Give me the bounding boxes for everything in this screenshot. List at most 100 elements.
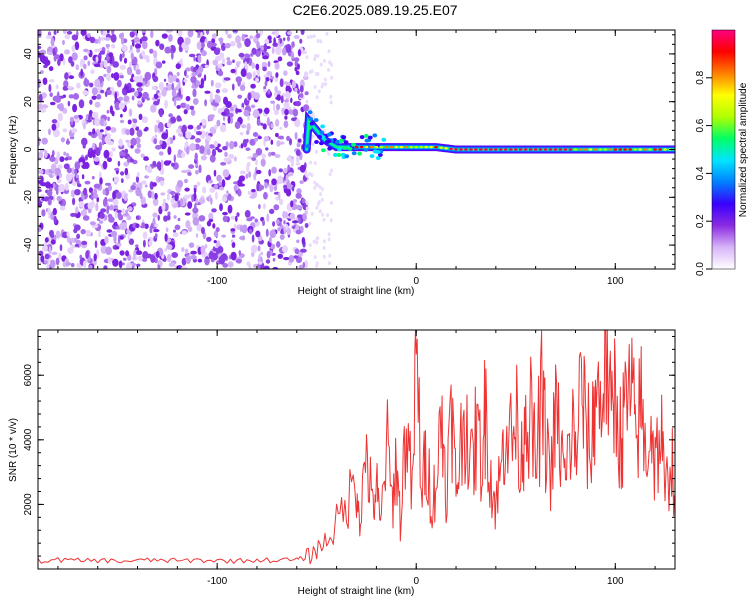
noise-speckle	[253, 92, 261, 100]
noise-speckle	[238, 52, 245, 58]
noise-speckle	[276, 103, 280, 111]
noise-speckle	[227, 115, 231, 124]
noise-speckle	[82, 215, 90, 221]
noise-speckle	[200, 155, 207, 161]
noise-speckle	[250, 244, 258, 253]
noise-speckle	[229, 140, 235, 150]
noise-speckle	[88, 131, 92, 136]
noise-speckle	[196, 124, 201, 130]
noise-speckle	[105, 91, 108, 98]
noise-speckle	[310, 211, 314, 216]
noise-speckle	[312, 239, 316, 244]
noise-speckle	[193, 184, 198, 189]
noise-speckle	[283, 37, 286, 41]
noise-speckle	[153, 138, 158, 145]
noise-speckle	[272, 103, 276, 112]
noise-speckle	[275, 72, 279, 78]
noise-speckle	[258, 203, 261, 210]
noise-speckle	[215, 227, 220, 233]
noise-speckle	[284, 108, 289, 116]
noise-speckle	[235, 35, 241, 44]
noise-speckle	[123, 85, 130, 90]
noise-speckle	[283, 256, 290, 261]
noise-speckle	[221, 196, 228, 202]
noise-speckle	[74, 243, 80, 248]
noise-speckle	[196, 224, 203, 232]
noise-speckle	[308, 221, 312, 226]
noise-speckle	[124, 148, 129, 154]
snr-x-label: Height of straight line (km)	[298, 586, 415, 597]
noise-speckle	[265, 228, 269, 237]
noise-speckle	[279, 38, 283, 44]
noise-speckle	[159, 180, 165, 186]
noise-speckle	[72, 197, 76, 206]
noise-speckle	[85, 154, 88, 161]
noise-speckle	[181, 247, 185, 252]
noise-speckle	[251, 234, 255, 243]
noise-speckle	[266, 117, 270, 126]
noise-speckle	[46, 262, 50, 269]
ridge-core	[563, 148, 568, 151]
noise-speckle	[58, 103, 64, 112]
noise-speckle	[276, 94, 281, 101]
noise-speckle	[71, 128, 78, 134]
noise-speckle	[47, 198, 52, 206]
noise-speckle	[59, 53, 64, 62]
noise-speckle	[166, 30, 173, 33]
noise-speckle	[191, 85, 196, 89]
noise-speckle	[277, 56, 283, 62]
ridge-blob	[313, 118, 319, 123]
noise-speckle	[278, 168, 283, 173]
noise-speckle	[241, 235, 246, 241]
noise-speckle	[269, 184, 274, 193]
ridge-blob	[305, 144, 311, 149]
noise-speckle	[249, 216, 255, 220]
noise-speckle	[127, 119, 132, 125]
noise-speckle	[275, 132, 279, 138]
noise-speckle	[77, 183, 82, 188]
noise-speckle	[80, 210, 85, 216]
noise-speckle	[296, 214, 304, 219]
noise-speckle	[55, 84, 59, 90]
noise-speckle	[211, 148, 217, 157]
ridge-core	[583, 148, 588, 151]
noise-speckle	[64, 182, 69, 191]
noise-speckle	[138, 86, 142, 93]
noise-speckle	[160, 192, 166, 196]
noise-speckle	[192, 217, 200, 226]
noise-speckle	[83, 78, 90, 87]
noise-speckle	[70, 212, 77, 217]
noise-speckle	[305, 173, 309, 178]
noise-speckle	[215, 82, 222, 89]
ridge-blob	[307, 110, 313, 115]
noise-speckle	[233, 104, 238, 108]
noise-speckle	[305, 201, 309, 206]
noise-speckle	[255, 77, 259, 83]
noise-speckle	[247, 190, 253, 196]
noise-speckle	[155, 144, 162, 150]
noise-speckle	[241, 224, 248, 234]
noise-speckle	[71, 44, 76, 53]
noise-speckle	[287, 164, 291, 172]
noise-speckle	[152, 86, 156, 91]
noise-speckle	[52, 182, 56, 189]
noise-speckle	[70, 60, 75, 67]
noise-speckle	[39, 82, 43, 87]
noise-speckle	[63, 163, 70, 170]
ridge-blob	[359, 135, 365, 140]
noise-speckle	[185, 131, 192, 139]
noise-speckle	[285, 224, 289, 230]
noise-speckle	[72, 180, 77, 187]
noise-speckle	[193, 56, 196, 62]
noise-speckle	[264, 179, 270, 183]
noise-speckle	[208, 212, 214, 221]
noise-speckle	[249, 138, 256, 146]
noise-speckle	[159, 43, 165, 50]
noise-speckle	[104, 129, 108, 134]
snr-y-label: SNR (10 * v/v)	[8, 418, 19, 482]
noise-speckle	[320, 197, 324, 202]
noise-speckle	[85, 250, 89, 259]
ridge-core	[603, 148, 608, 151]
noise-speckle	[213, 140, 218, 147]
noise-speckle	[50, 37, 55, 47]
